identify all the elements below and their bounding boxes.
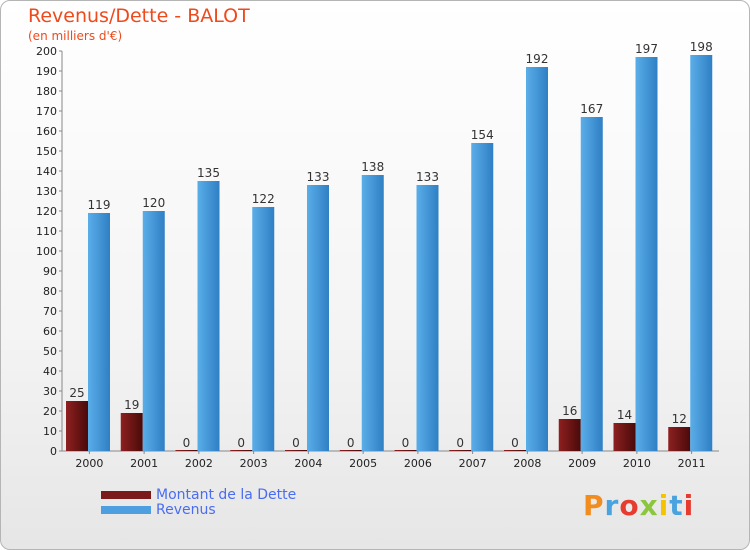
x-tick-label: 2006 xyxy=(404,457,432,470)
revenue-bar xyxy=(471,143,494,451)
legend-item-revenue: Revenus xyxy=(101,502,216,518)
debt-bar xyxy=(66,401,88,451)
debt-bar xyxy=(230,450,253,451)
x-tick-label: 2011 xyxy=(678,457,706,470)
revenue-bar xyxy=(197,181,220,451)
y-tick-label: 180 xyxy=(36,85,57,98)
revenue-bar xyxy=(690,55,713,451)
revenue-bar xyxy=(307,185,329,451)
debt-bar xyxy=(339,450,362,451)
debt-bar xyxy=(120,413,143,451)
debt-bar xyxy=(285,450,307,451)
y-tick-label: 130 xyxy=(36,185,57,198)
debt-bar xyxy=(175,450,198,451)
revenue-value-label: 192 xyxy=(526,52,549,66)
debt-value-label: 0 xyxy=(183,436,191,450)
x-tick-label: 2007 xyxy=(459,457,487,470)
revenue-bar xyxy=(142,211,165,451)
y-tick-label: 160 xyxy=(36,125,57,138)
x-tick-label: 2002 xyxy=(185,457,213,470)
revenue-bar xyxy=(252,207,275,451)
debt-bar xyxy=(613,423,636,451)
y-tick-label: 40 xyxy=(43,365,57,378)
revenue-value-label: 135 xyxy=(197,166,220,180)
y-tick-label: 150 xyxy=(36,145,57,158)
proxiti-logo: Proxiti xyxy=(583,489,695,522)
revenue-value-label: 122 xyxy=(252,192,275,206)
debt-value-label: 16 xyxy=(562,404,577,418)
legend-swatch-debt xyxy=(101,491,151,499)
revenue-value-label: 198 xyxy=(690,40,713,54)
debt-value-label: 0 xyxy=(402,436,410,450)
debt-value-label: 25 xyxy=(69,386,84,400)
debt-value-label: 0 xyxy=(456,436,464,450)
y-tick-label: 20 xyxy=(43,405,57,418)
debt-value-label: 0 xyxy=(511,436,519,450)
y-tick-label: 80 xyxy=(43,285,57,298)
legend-label-debt: Montant de la Dette xyxy=(156,487,297,503)
y-tick-label: 70 xyxy=(43,305,57,318)
x-tick-label: 2004 xyxy=(294,457,322,470)
y-tick-label: 110 xyxy=(36,225,57,238)
revenue-bar xyxy=(526,67,548,451)
revenue-value-label: 119 xyxy=(88,198,111,212)
debt-value-label: 14 xyxy=(617,408,632,422)
x-tick-label: 2009 xyxy=(568,457,596,470)
revenue-bar xyxy=(88,213,110,451)
chart-subtitle: (en milliers d'€) xyxy=(28,29,123,43)
y-tick-label: 50 xyxy=(43,345,57,358)
x-tick-label: 2010 xyxy=(623,457,651,470)
chart-title: Revenus/Dette - BALOT xyxy=(28,5,250,27)
y-tick-label: 120 xyxy=(36,205,57,218)
revenue-value-label: 138 xyxy=(361,160,384,174)
debt-value-label: 0 xyxy=(237,436,245,450)
y-tick-label: 0 xyxy=(50,445,57,458)
revenue-value-label: 154 xyxy=(471,128,494,142)
legend-swatch-revenue xyxy=(101,506,151,514)
y-tick-label: 90 xyxy=(43,265,57,278)
legend-item-debt: Montant de la Dette xyxy=(101,487,296,503)
revenue-value-label: 133 xyxy=(307,170,330,184)
y-tick-label: 30 xyxy=(43,385,57,398)
revenue-value-label: 133 xyxy=(416,170,439,184)
y-tick-label: 100 xyxy=(36,245,57,258)
legend-label-revenue: Revenus xyxy=(156,502,216,518)
debt-value-label: 0 xyxy=(292,436,300,450)
debt-bar xyxy=(394,450,417,451)
revenue-value-label: 167 xyxy=(580,102,603,116)
y-tick-label: 170 xyxy=(36,105,57,118)
y-tick-label: 60 xyxy=(43,325,57,338)
revenue-bar xyxy=(580,117,603,451)
debt-value-label: 19 xyxy=(124,398,139,412)
debt-bar xyxy=(558,419,581,451)
debt-bar xyxy=(504,450,526,451)
revenue-value-label: 197 xyxy=(635,42,658,56)
x-tick-label: 2003 xyxy=(240,457,268,470)
y-tick-label: 140 xyxy=(36,165,57,178)
y-tick-label: 200 xyxy=(36,45,57,58)
x-tick-label: 2005 xyxy=(349,457,377,470)
x-tick-label: 2008 xyxy=(513,457,541,470)
debt-value-label: 0 xyxy=(347,436,355,450)
x-tick-label: 2001 xyxy=(130,457,158,470)
revenue-bar xyxy=(635,57,658,451)
y-tick-label: 190 xyxy=(36,65,57,78)
debt-bar xyxy=(449,450,472,451)
revenue-value-label: 120 xyxy=(142,196,165,210)
y-tick-label: 10 xyxy=(43,425,57,438)
debt-bar xyxy=(668,427,691,451)
debt-value-label: 12 xyxy=(672,412,687,426)
revenue-bar xyxy=(361,175,384,451)
revenue-bar xyxy=(416,185,439,451)
x-tick-label: 2000 xyxy=(75,457,103,470)
